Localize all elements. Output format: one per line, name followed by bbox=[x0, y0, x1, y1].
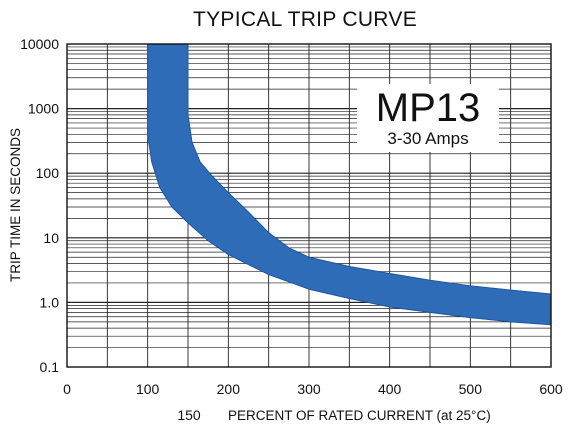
plot-frame bbox=[66, 43, 552, 368]
plot-border bbox=[66, 43, 552, 368]
x-tick-label: 600 bbox=[539, 381, 563, 397]
y-tick-label: 1.0 bbox=[40, 294, 60, 310]
x-tick-label: 500 bbox=[459, 381, 483, 397]
x-tick-label: 0 bbox=[63, 381, 71, 397]
y-tick-label: 10 bbox=[43, 230, 59, 246]
tick-labels: 0 100 200 300 400 500 600 10000 1000 100 10 1.0 0.1 bbox=[20, 36, 563, 397]
y-tick-label: 100 bbox=[36, 165, 60, 181]
x-tick-label: 300 bbox=[297, 381, 321, 397]
y-tick-label: 0.1 bbox=[40, 359, 60, 375]
x-tick-label: 200 bbox=[217, 381, 241, 397]
x-extra-tick-150: 150 bbox=[177, 407, 201, 423]
x-tick-label: 100 bbox=[136, 381, 160, 397]
y-tick-label: 1000 bbox=[28, 101, 59, 117]
y-axis-label: TRIP TIME IN SECONDS bbox=[8, 128, 23, 282]
amp-range-label: 3-30 Amps bbox=[387, 129, 468, 148]
annotation-box bbox=[357, 84, 499, 152]
chart-title: TYPICAL TRIP CURVE bbox=[193, 8, 417, 31]
y-tick-label: 10000 bbox=[20, 36, 59, 52]
x-tick-label: 400 bbox=[378, 381, 402, 397]
x-axis-label: PERCENT OF RATED CURRENT (at 25°C) bbox=[228, 408, 491, 423]
product-label: MP13 bbox=[376, 86, 481, 130]
